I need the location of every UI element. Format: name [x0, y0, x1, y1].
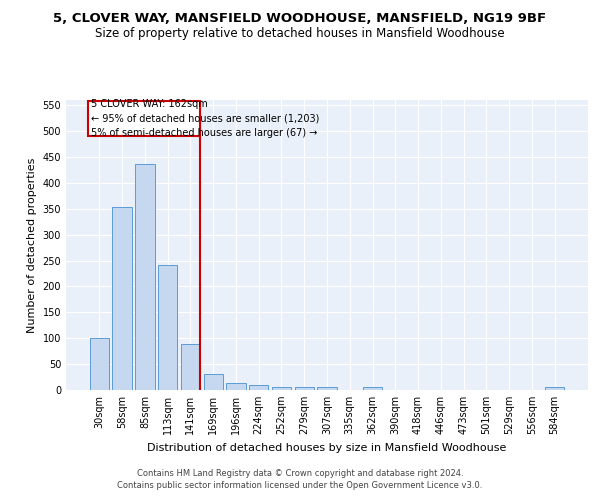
FancyBboxPatch shape: [88, 101, 200, 136]
Text: Size of property relative to detached houses in Mansfield Woodhouse: Size of property relative to detached ho…: [95, 28, 505, 40]
Bar: [112, 207, 132, 390]
Text: 5, CLOVER WAY, MANSFIELD WOODHOUSE, MANSFIELD, NG19 9BF: 5, CLOVER WAY, MANSFIELD WOODHOUSE, MANS…: [53, 12, 547, 26]
Y-axis label: Number of detached properties: Number of detached properties: [27, 158, 37, 332]
Bar: [295, 387, 314, 390]
Bar: [135, 164, 155, 390]
Bar: [363, 387, 382, 390]
Bar: [203, 374, 223, 390]
Text: 5 CLOVER WAY: 162sqm
← 95% of detached houses are smaller (1,203)
5% of semi-det: 5 CLOVER WAY: 162sqm ← 95% of detached h…: [91, 99, 320, 138]
Bar: [545, 387, 564, 390]
Bar: [249, 386, 268, 390]
Bar: [181, 344, 200, 390]
Text: Contains HM Land Registry data © Crown copyright and database right 2024.
Contai: Contains HM Land Registry data © Crown c…: [118, 468, 482, 490]
Bar: [158, 264, 178, 390]
Bar: [272, 387, 291, 390]
Bar: [317, 387, 337, 390]
X-axis label: Distribution of detached houses by size in Mansfield Woodhouse: Distribution of detached houses by size …: [148, 442, 506, 452]
Bar: [226, 383, 245, 390]
Bar: [90, 338, 109, 390]
